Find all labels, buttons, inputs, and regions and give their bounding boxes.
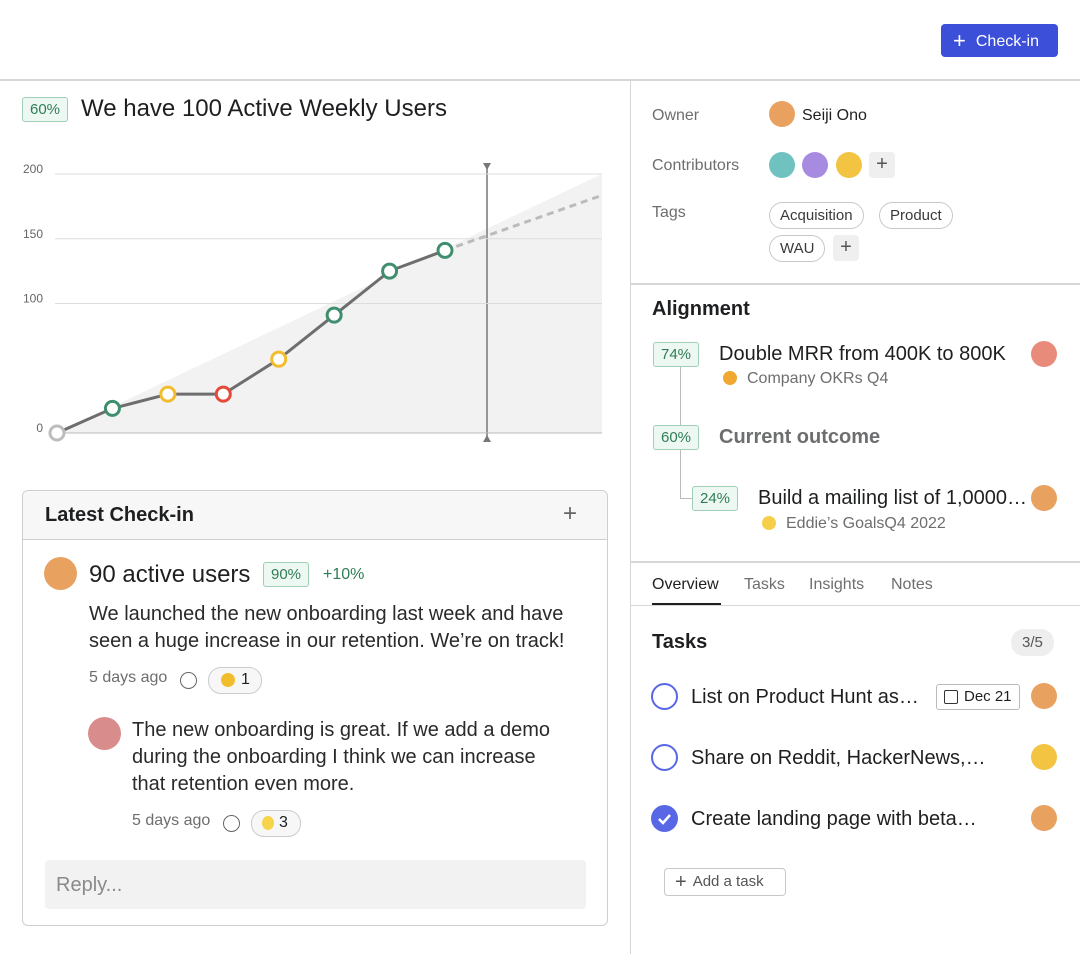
add-tag[interactable]: + bbox=[833, 235, 859, 261]
avatar bbox=[1031, 485, 1057, 511]
tags-label: Tags bbox=[652, 204, 686, 221]
connector bbox=[680, 450, 693, 499]
point bbox=[159, 385, 177, 403]
contributors-label: Contributors bbox=[652, 157, 740, 174]
tab-underline bbox=[652, 603, 721, 605]
avatar bbox=[44, 557, 77, 590]
checkin-change: +10% bbox=[323, 566, 365, 583]
check bbox=[658, 814, 671, 825]
point bbox=[325, 306, 343, 324]
icon bbox=[723, 371, 737, 385]
tasks-title: Tasks bbox=[652, 631, 708, 653]
reply-body: The new onboarding is great. If we add a… bbox=[132, 719, 551, 795]
emoji-button[interactable] bbox=[223, 815, 240, 832]
reaction[interactable]: 3 bbox=[251, 810, 301, 837]
goal-title: We have 100 Active Weekly Users bbox=[81, 95, 447, 122]
alignment-goal: Double MRR from 400K to 800K bbox=[719, 343, 1006, 365]
point bbox=[214, 385, 232, 403]
button-label: Check-in bbox=[975, 33, 1039, 50]
reaction-count: 1 bbox=[241, 671, 250, 688]
tab[interactable]: Notes bbox=[891, 576, 933, 593]
tab[interactable]: Overview bbox=[652, 576, 719, 593]
tag[interactable]: Product bbox=[879, 202, 953, 229]
tag[interactable]: Acquisition bbox=[769, 202, 864, 229]
avatar bbox=[1031, 744, 1057, 770]
divider bbox=[631, 283, 1080, 285]
owner-label: Owner bbox=[652, 107, 700, 124]
divider bbox=[0, 79, 1080, 81]
alignment-subtitle: Eddie’s GoalsQ4 2022 bbox=[786, 515, 946, 532]
card-header bbox=[23, 491, 607, 540]
owner: Seiji Ono bbox=[802, 107, 867, 124]
reaction-count: 3 bbox=[279, 814, 288, 831]
task-checkbox[interactable] bbox=[651, 805, 678, 832]
avatar bbox=[769, 101, 795, 127]
y-tick-label: 100 bbox=[23, 292, 43, 306]
add-contributor[interactable]: + bbox=[869, 152, 895, 178]
checkin-card bbox=[22, 490, 608, 926]
reply-placeholder: Reply... bbox=[56, 874, 123, 896]
timestamp: 5 days ago bbox=[89, 669, 168, 686]
point bbox=[436, 241, 454, 259]
task-checkbox[interactable] bbox=[651, 744, 678, 771]
checkin-headline: 90 active users bbox=[89, 561, 251, 588]
point bbox=[48, 424, 66, 442]
alignment-progress: 24% bbox=[692, 486, 739, 511]
tasks-count: 3/5 bbox=[1011, 629, 1054, 656]
avatar bbox=[836, 152, 862, 178]
divider bbox=[631, 605, 1080, 606]
checkin-progress: 90% bbox=[263, 562, 310, 587]
avatar bbox=[769, 152, 795, 178]
y-tick-label: 150 bbox=[23, 227, 43, 241]
point bbox=[270, 350, 288, 368]
tab[interactable]: Insights bbox=[809, 576, 865, 593]
alignment-subtitle: Company OKRs Q4 bbox=[747, 370, 889, 387]
card-title: Latest Check-in bbox=[45, 504, 194, 526]
calendar-icon bbox=[944, 690, 958, 704]
alignment-goal: Build a mailing list of 1,0000… bbox=[758, 487, 1028, 509]
checkin-button[interactable]: + Check-in bbox=[941, 24, 1058, 57]
tab[interactable]: Tasks bbox=[744, 576, 785, 593]
divider bbox=[630, 80, 631, 954]
avatar bbox=[1031, 683, 1057, 709]
chart: 0 100 150 200 bbox=[23, 162, 602, 442]
today-cap bbox=[483, 435, 491, 442]
point bbox=[381, 262, 399, 280]
task-checkbox[interactable] bbox=[651, 683, 678, 710]
goal-progress: 60% bbox=[22, 97, 69, 122]
checkin-body: We launched the new onboarding last week… bbox=[89, 603, 565, 652]
alignment-progress: 60% bbox=[653, 425, 700, 450]
connector bbox=[680, 367, 681, 425]
due-date[interactable]: Dec 21 bbox=[936, 684, 1020, 710]
alignment-title: Alignment bbox=[652, 298, 750, 320]
avatar bbox=[1031, 341, 1057, 367]
avatar bbox=[802, 152, 828, 178]
due-label: Dec 21 bbox=[964, 688, 1012, 705]
icon bbox=[762, 516, 776, 530]
projection-line bbox=[444, 194, 601, 252]
alignment-goal: Current outcome bbox=[719, 426, 881, 448]
tag[interactable]: WAU bbox=[769, 235, 826, 262]
task-text: Create landing page with beta… bbox=[691, 808, 977, 830]
add-button[interactable]: + bbox=[563, 500, 578, 527]
y-tick-label: 200 bbox=[23, 162, 43, 176]
point bbox=[103, 399, 121, 417]
reply-input[interactable]: Reply... bbox=[45, 860, 586, 909]
avatar bbox=[1031, 805, 1057, 831]
task-text: List on Product Hunt as… bbox=[691, 686, 919, 708]
avatar bbox=[88, 717, 121, 750]
add-task[interactable]: + Add a task bbox=[664, 868, 786, 896]
emoji-button[interactable] bbox=[180, 672, 197, 689]
divider bbox=[631, 561, 1080, 563]
alignment-progress: 74% bbox=[653, 342, 700, 367]
timestamp: 5 days ago bbox=[132, 812, 211, 829]
add-task-label: Add a task bbox=[692, 873, 764, 890]
reaction[interactable]: 1 bbox=[208, 667, 262, 694]
today-cap bbox=[483, 163, 491, 170]
task-text: Share on Reddit, HackerNews,… bbox=[691, 747, 986, 769]
line bbox=[56, 248, 446, 435]
y-tick-label: 0 bbox=[36, 421, 43, 435]
